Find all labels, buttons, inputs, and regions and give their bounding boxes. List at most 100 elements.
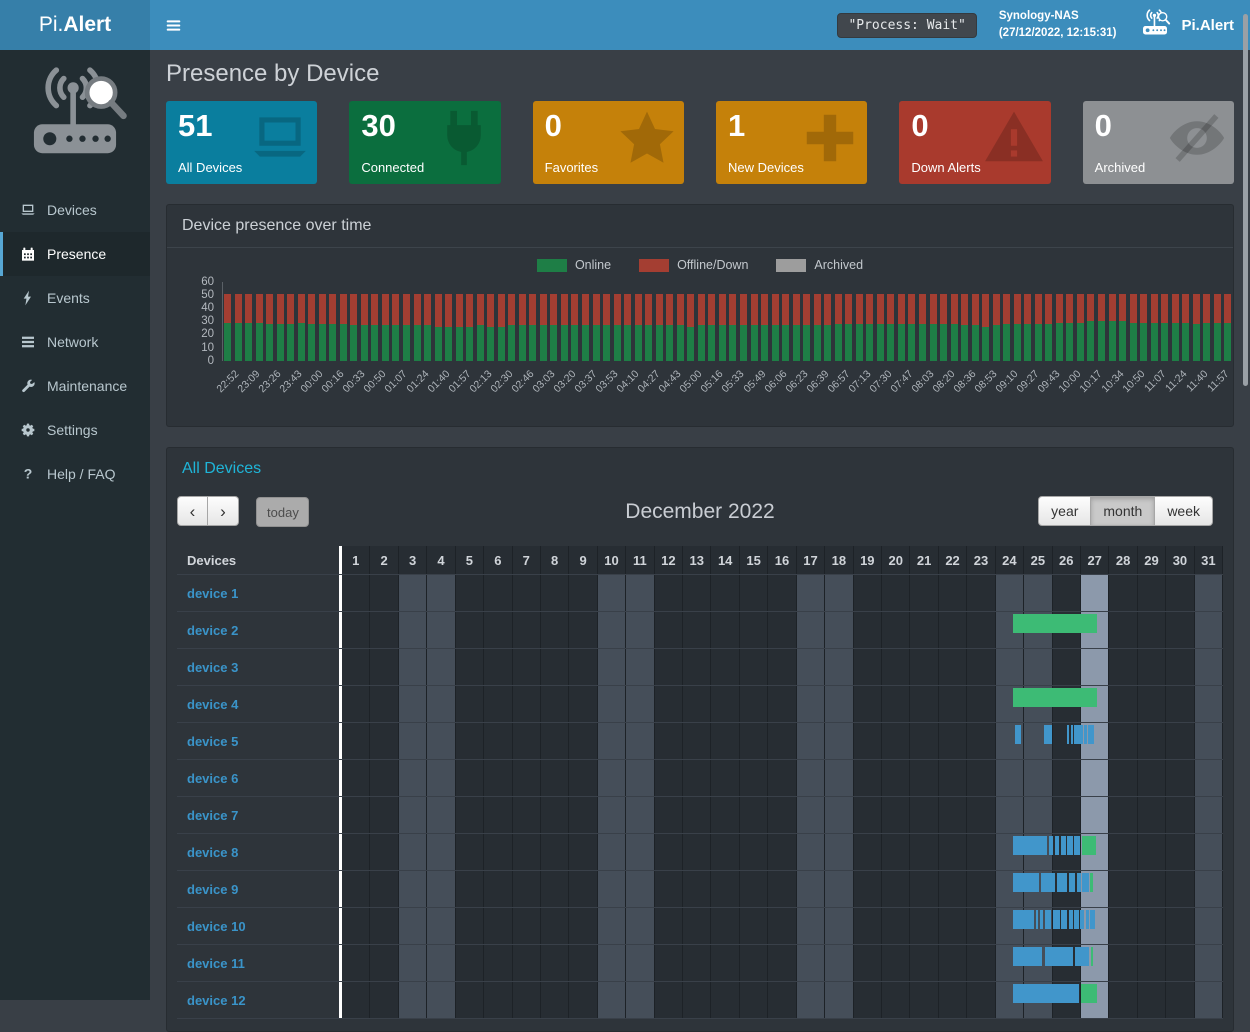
device-link[interactable]: device 9	[187, 881, 239, 897]
device-link[interactable]: device 2	[187, 622, 239, 638]
presence-bar-session[interactable]	[1014, 725, 1021, 744]
bar-offline-segment	[287, 293, 295, 325]
device-link[interactable]: device 6	[187, 770, 239, 786]
stat-card-connected[interactable]: 30 Connected	[349, 101, 501, 184]
presence-bar-session[interactable]	[1054, 836, 1060, 855]
presence-bar-session[interactable]	[1061, 910, 1068, 929]
device-link[interactable]: device 8	[187, 844, 239, 860]
day-cell	[626, 686, 655, 722]
day-cell	[569, 871, 598, 907]
presence-bar-online[interactable]	[1080, 984, 1098, 1003]
calendar-prev-button[interactable]: ‹	[177, 496, 208, 526]
device-link[interactable]: device 7	[187, 807, 239, 823]
bar-offline-segment	[687, 293, 695, 327]
device-link[interactable]: device 1	[187, 585, 239, 601]
presence-bar-session[interactable]	[1035, 910, 1039, 929]
presence-bar-session[interactable]	[1045, 910, 1052, 929]
day-cell	[768, 575, 797, 611]
bar-offline-segment	[455, 293, 463, 327]
presence-bar-session[interactable]	[1012, 910, 1035, 929]
day-cell	[938, 612, 968, 648]
presence-bar-session[interactable]	[1012, 947, 1043, 966]
stat-card-new-devices[interactable]: 1 New Devices	[715, 101, 868, 184]
vertical-scrollbar[interactable]	[1243, 14, 1248, 386]
day-cell	[342, 612, 371, 648]
calendar-next-button[interactable]: ›	[208, 496, 239, 526]
stat-card-favorites[interactable]: 0 Favorites	[532, 101, 684, 184]
presence-bar-session[interactable]	[1070, 725, 1073, 744]
presence-bar-online[interactable]	[1081, 836, 1097, 855]
day-cell	[711, 723, 740, 759]
hamburger-menu-icon[interactable]	[150, 0, 196, 50]
presence-bar-session[interactable]	[1087, 725, 1095, 744]
bar-online-segment	[318, 324, 326, 361]
presence-bar-session[interactable]	[1060, 836, 1066, 855]
device-link[interactable]: device 4	[187, 696, 239, 712]
day-cell	[427, 686, 456, 722]
stat-card-all-devices[interactable]: 51 All Devices	[166, 101, 318, 184]
sidebar-item-maintenance[interactable]: Maintenance	[0, 364, 150, 408]
device-link[interactable]: device 5	[187, 733, 239, 749]
calendar-view-week-button[interactable]: week	[1155, 496, 1213, 526]
sidebar-item-help-faq[interactable]: ? Help / FAQ	[0, 452, 150, 496]
day-cell	[739, 834, 769, 870]
presence-bar-session[interactable]	[1074, 910, 1079, 929]
calendar-view-year-button[interactable]: year	[1038, 496, 1092, 526]
day-cell	[1052, 760, 1081, 796]
presence-bar-online[interactable]	[1012, 614, 1098, 633]
presence-bar-session[interactable]	[1073, 836, 1080, 855]
presence-bar-session[interactable]	[1074, 725, 1083, 744]
presence-bar-session[interactable]	[1068, 910, 1073, 929]
brand-logo[interactable]: Pi. Alert	[0, 0, 150, 50]
sidebar-item-presence[interactable]: Presence	[0, 232, 150, 276]
presence-bar-session[interactable]	[1066, 725, 1070, 744]
bar-offline-segment	[887, 293, 895, 325]
navbar-app-brand[interactable]: Pi.Alert	[1138, 8, 1238, 42]
device-link[interactable]: device 3	[187, 659, 239, 675]
bar-offline-segment	[1224, 293, 1232, 323]
day-grid	[342, 982, 1224, 1018]
presence-bar-session[interactable]	[1044, 725, 1053, 744]
calendar-today-button[interactable]: today	[256, 497, 310, 527]
day-cell	[512, 834, 541, 870]
presence-bar-session[interactable]	[1068, 873, 1076, 892]
day-cell	[796, 686, 826, 722]
presence-bar-session[interactable]	[1066, 836, 1073, 855]
bar-offline-segment	[697, 293, 705, 326]
presence-bar-online[interactable]	[1090, 947, 1094, 966]
presence-bar-session[interactable]	[1045, 947, 1074, 966]
sidebar-item-devices[interactable]: Devices	[0, 188, 150, 232]
presence-bar-session[interactable]	[1052, 910, 1061, 929]
day-cell	[768, 686, 797, 722]
presence-bar-online[interactable]	[1089, 873, 1093, 892]
presence-bar-session[interactable]	[1041, 873, 1056, 892]
sidebar-item-settings[interactable]: Settings	[0, 408, 150, 452]
stat-card-down-alerts[interactable]: 0 Down Alerts	[899, 101, 1051, 184]
presence-bar-online[interactable]	[1012, 688, 1098, 707]
presence-bar-session[interactable]	[1012, 836, 1048, 855]
sidebar-item-events[interactable]: Events	[0, 276, 150, 320]
presence-bar-session[interactable]	[1081, 873, 1089, 892]
presence-bar-session[interactable]	[1079, 910, 1085, 929]
presence-bar-session[interactable]	[1048, 836, 1054, 855]
device-link[interactable]: device 10	[187, 918, 246, 934]
day-cell	[768, 871, 797, 907]
day-cell	[512, 871, 541, 907]
presence-bar-session[interactable]	[1012, 984, 1080, 1003]
sidebar-item-network[interactable]: Network	[0, 320, 150, 364]
presence-bar-session[interactable]	[1075, 947, 1089, 966]
presence-bar-session[interactable]	[1089, 910, 1095, 929]
presence-bar-session[interactable]	[1057, 873, 1068, 892]
presence-bar-session[interactable]	[1085, 910, 1089, 929]
presence-bar-session[interactable]	[1076, 873, 1081, 892]
calendar-view-month-button[interactable]: month	[1091, 496, 1156, 526]
device-link[interactable]: device 11	[187, 955, 245, 971]
day-cell	[796, 871, 826, 907]
presence-bar-session[interactable]	[1039, 910, 1044, 929]
device-link[interactable]: device 12	[187, 992, 246, 1008]
bar-online-segment	[1034, 324, 1042, 361]
presence-bar-session[interactable]	[1083, 725, 1087, 744]
stat-card-archived[interactable]: 0 Archived	[1082, 101, 1234, 184]
presence-bar-session[interactable]	[1012, 873, 1040, 892]
bar-online-segment	[718, 325, 726, 361]
